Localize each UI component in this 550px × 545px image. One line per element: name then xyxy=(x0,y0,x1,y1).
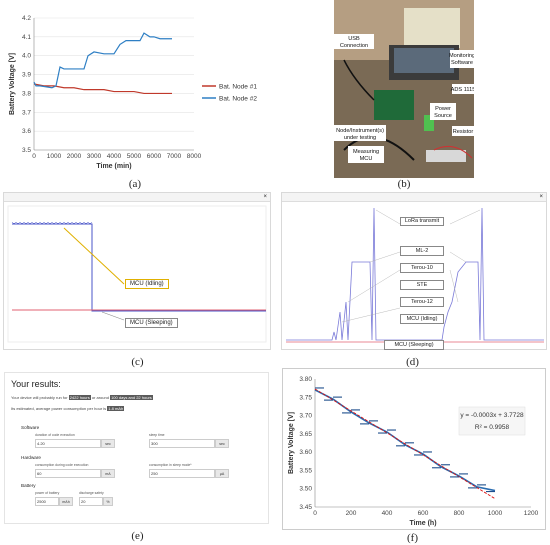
capacity-input[interactable]: 2500 xyxy=(35,497,59,506)
section-software: Software xyxy=(21,425,40,430)
label-lora: LoRa transmit xyxy=(400,217,444,226)
y-tick-label: 3.5 xyxy=(22,147,31,154)
x-tick-label: 600 xyxy=(418,510,429,517)
x-tick-label: 800 xyxy=(454,510,465,517)
label-power: Power xyxy=(435,106,451,112)
setup-photo: USB Connection Monitoring Software ADS 1… xyxy=(334,0,474,178)
x-tick-label: 3000 xyxy=(87,153,102,160)
x-tick-label: 7000 xyxy=(167,153,182,160)
panel-b: USB Connection Monitoring Software ADS 1… xyxy=(334,0,474,190)
panel-c-window: × MCU (Idling) MCU (Sleeping) xyxy=(3,192,271,350)
caption-b: (b) xyxy=(397,178,411,190)
label-mcu-sleeping: MCU (Sleeping) xyxy=(125,318,178,328)
y-tick-label: 3.55 xyxy=(299,467,312,474)
label-ml2: ML-2 xyxy=(400,246,444,256)
y-tick-label: 4.0 xyxy=(22,53,31,60)
caption-f: (f) xyxy=(407,532,418,544)
cons-exec-input[interactable]: 60 xyxy=(35,469,101,478)
x-tick-label: 1000 xyxy=(488,510,503,517)
series-line-1 xyxy=(33,83,172,95)
x-tick-label: 8000 xyxy=(187,153,202,160)
calculator-panel: Your results: Your device will probably … xyxy=(4,372,269,524)
x-tick-label: 4000 xyxy=(107,153,122,160)
y-tick-label: 3.9 xyxy=(22,72,31,79)
y-tick-label: 4.1 xyxy=(22,34,31,41)
section-hardware: Hardware xyxy=(21,455,41,460)
x-tick-label: 200 xyxy=(346,510,357,517)
x-tick-label: 1200 xyxy=(524,510,539,517)
series-line-1 xyxy=(314,389,496,492)
label-ads: ADS 1115 xyxy=(451,87,474,93)
results-line-2: Its estimated, average power consumption… xyxy=(11,406,125,411)
x-tick-label: 1000 xyxy=(47,153,62,160)
svg-text:Software: Software xyxy=(451,60,473,66)
series-line-2 xyxy=(33,32,172,89)
x-tick-label: 0 xyxy=(313,510,317,517)
chart-a: 0 1000 2000 3000 4000 5000 6000 7000 8000 3.5 3.6 3… xyxy=(9,15,257,170)
svg-text:MCU: MCU xyxy=(360,156,373,162)
y-tick-label: 4.2 xyxy=(22,15,31,22)
label-d-mcu-idling: MCU (Idling) xyxy=(400,314,444,324)
y-tick-label: 3.7 xyxy=(22,109,31,116)
equation-box xyxy=(458,406,526,436)
label-resistor: Resistor xyxy=(453,129,474,135)
y-axis-label: Battery Voltage [V] xyxy=(288,412,295,474)
x-tick-label: 2000 xyxy=(67,153,82,160)
discharge-input[interactable]: 20 xyxy=(79,497,103,506)
svg-text:under testing: under testing xyxy=(344,135,376,141)
results-line-1: Your device will probably run for 2422 h… xyxy=(11,395,153,400)
y-tick-label: 3.60 xyxy=(299,449,312,456)
x-tick-label: 6000 xyxy=(147,153,162,160)
close-icon[interactable]: × xyxy=(539,194,543,200)
y-tick-label: 3.70 xyxy=(299,413,312,420)
caption-e: (e) xyxy=(131,530,144,542)
label-monitoring: Monitoring xyxy=(449,53,474,59)
results-title: Your results: xyxy=(11,379,61,389)
panel-f: 0 200 400 600 800 1000 1200 3.45 3.50 3.55 3.60 3.6… xyxy=(282,368,546,530)
y-tick-label: 3.8 xyxy=(22,90,31,97)
legend-label-1: Bat. Node #1 xyxy=(219,84,257,91)
y-tick-label: 3.6 xyxy=(22,128,31,135)
legend-label-2: Bat. Node #2 xyxy=(219,96,257,103)
y-tick-label: 3.45 xyxy=(299,504,312,511)
panel-a: 0 1000 2000 3000 4000 5000 6000 7000 8000 3.5 3.6 3… xyxy=(0,0,270,190)
x-axis-label: Time (min) xyxy=(96,163,131,170)
y-tick-label: 3.80 xyxy=(299,376,312,383)
cons-sleep-input[interactable]: 250 xyxy=(149,469,215,478)
duration-input[interactable]: 4.20 xyxy=(35,439,101,448)
y-tick-label: 3.50 xyxy=(299,486,312,493)
chart-f: 0 200 400 600 800 1000 1200 3.45 3.50 3.55 3.60 3.6… xyxy=(288,376,539,527)
label-measuring: Measuring xyxy=(353,149,379,155)
series-line-2 xyxy=(314,388,496,500)
x-axis-label: Time (h) xyxy=(409,520,436,527)
equation-label: y = -0.0003x + 3.7728 xyxy=(460,412,524,419)
caption-c: (c) xyxy=(131,356,144,368)
r-squared-label: R² = 0.9958 xyxy=(475,424,510,431)
x-tick-label: 400 xyxy=(382,510,393,517)
label-ste: STE xyxy=(400,280,444,290)
section-battery: Battery xyxy=(21,483,36,488)
label-usb: USB xyxy=(348,36,360,42)
sleep-input[interactable]: 300 xyxy=(149,439,215,448)
label-d-mcu-sleeping: MCU (Sleeping) xyxy=(384,340,444,350)
x-tick-label: 0 xyxy=(32,153,36,160)
close-icon[interactable]: × xyxy=(263,194,267,200)
svg-text:Connection: Connection xyxy=(340,43,368,49)
svg-text:Source: Source xyxy=(434,113,452,119)
label-mcu-idling: MCU (Idling) xyxy=(125,279,169,289)
caption-a: (a) xyxy=(128,178,142,190)
y-tick-label: 3.75 xyxy=(299,394,312,401)
x-tick-label: 5000 xyxy=(127,153,142,160)
label-terou10: Terou-10 xyxy=(400,263,444,273)
panel-d-window: × LoRa transmit ML-2 Terou-10 STE Terou-… xyxy=(281,192,547,350)
label-terou12: Terou-12 xyxy=(400,297,444,307)
y-axis-label: Battery Voltage [V] xyxy=(9,53,16,115)
caption-d: (d) xyxy=(406,356,419,368)
label-node: Node/Instrument(s) xyxy=(336,128,384,134)
y-tick-label: 3.65 xyxy=(299,431,312,438)
